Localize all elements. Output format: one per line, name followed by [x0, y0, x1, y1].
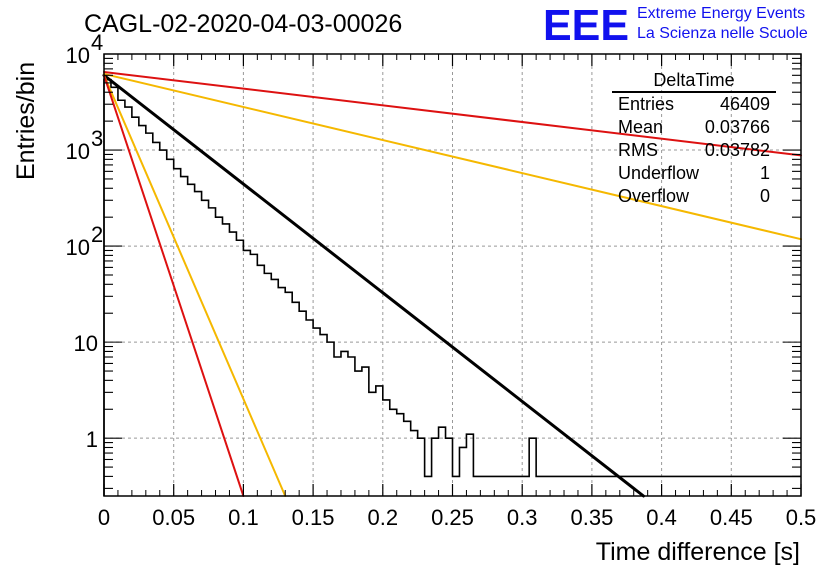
x-tick-label: 0.45 — [710, 505, 753, 530]
chart-title: CAGL-02-2020-04-03-00026 — [84, 10, 402, 38]
y-tick-exponent: 2 — [91, 222, 103, 247]
logo-line-1: Extreme Energy Events — [637, 5, 805, 22]
x-tick-label: 0.25 — [431, 505, 474, 530]
eee-logo: EEE Extreme Energy Events La Scienza nel… — [543, 1, 808, 50]
fit-line-3 — [103, 72, 802, 241]
stats-box: DeltaTime Entries 46409 Mean 0.03766 RMS 0.03… — [612, 70, 776, 206]
fit-line-2 — [103, 70, 802, 157]
y-tick-label: 10 — [66, 235, 90, 260]
x-tick-label: 0.05 — [152, 505, 195, 530]
stats-row-label: Underflow — [618, 163, 700, 183]
x-axis-label: Time difference [s] — [596, 538, 800, 566]
eee-logo-mark: EEE — [543, 1, 629, 50]
x-tick-label: 0.1 — [228, 505, 259, 530]
x-tick-label: 0.4 — [646, 505, 677, 530]
y-tick-label: 1 — [86, 427, 98, 452]
logo-line-2: La Scienza nelle Scuole — [637, 25, 808, 42]
stats-rows: Entries 46409 Mean 0.03766 RMS 0.03782Underfl… — [618, 94, 770, 206]
fit-lines — [102, 70, 802, 498]
stats-title: DeltaTime — [653, 70, 734, 90]
y-tick-exponent: 3 — [91, 126, 103, 151]
stats-row-label: Entries — [618, 94, 674, 114]
x-tick-label: 0.3 — [507, 505, 538, 530]
fit-line-5 — [103, 74, 245, 497]
y-tick-label: 10 — [66, 139, 90, 164]
grid-lines — [104, 54, 801, 496]
y-axis-label: Entries/bin — [12, 62, 40, 180]
y-tick-label: 10 — [66, 43, 90, 68]
x-tick-label: 0 — [98, 505, 110, 530]
x-tick-label: 0.2 — [368, 505, 399, 530]
stats-row-value: 0.03782 — [705, 140, 770, 160]
stats-row-value: 0.03766 — [705, 117, 770, 137]
x-tick-label: 0.5 — [786, 505, 817, 530]
stats-row-label: RMS — [618, 140, 658, 160]
x-axis: 0 0.05 0.1 0.15 0.2 0.25 0.3 0.35 0.4 0.45 0.5 — [98, 54, 816, 530]
stats-row-value: 46409 — [720, 94, 770, 114]
y-tick-exponent: 4 — [91, 30, 103, 55]
stats-row-value: 0 — [760, 186, 770, 206]
fit-line-1 — [102, 73, 645, 498]
x-tick-label: 0.15 — [292, 505, 335, 530]
stats-row-value: 1 — [760, 163, 770, 183]
x-tick-label: 0.35 — [570, 505, 613, 530]
stats-row-label: Overflow — [618, 186, 690, 206]
fit-line-4 — [103, 74, 287, 497]
stats-row-label: Mean — [618, 117, 663, 137]
y-tick-label: 10 — [74, 331, 98, 356]
